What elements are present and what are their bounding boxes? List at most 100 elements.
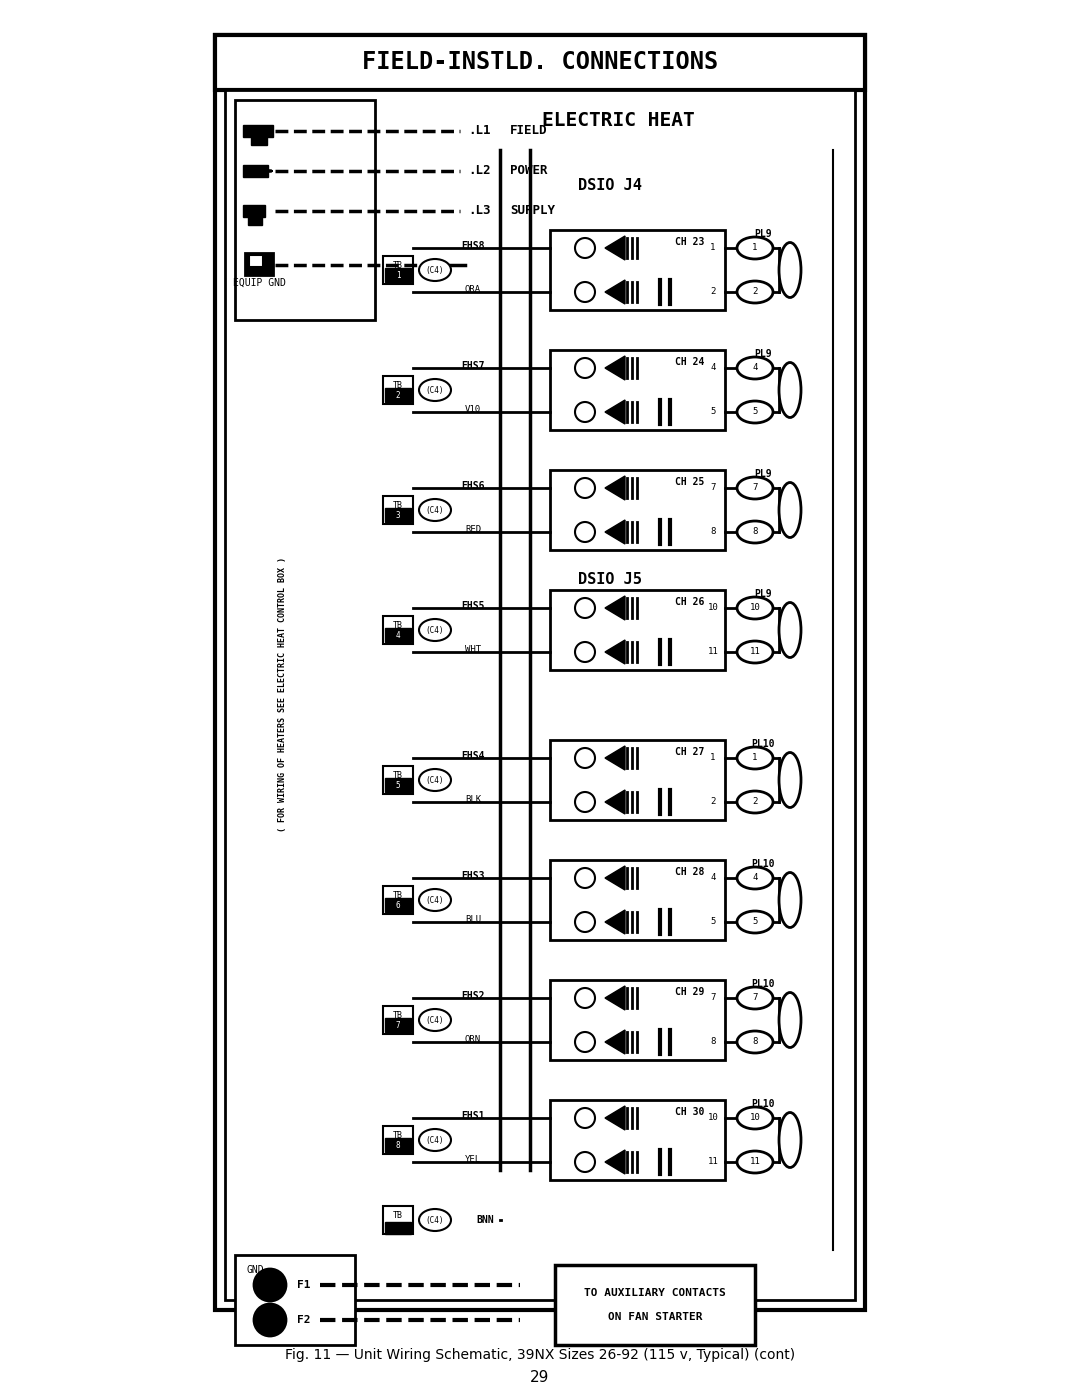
Circle shape — [575, 282, 595, 302]
Bar — [550, 1099, 725, 1180]
Text: V10: V10 — [464, 405, 481, 415]
Text: Fig. 11 — Unit Wiring Schematic, 39NX Sizes 26-92 (115 v, Typical) (cont): Fig. 11 — Unit Wiring Schematic, 39NX Si… — [285, 1348, 795, 1362]
Bar — [384, 898, 411, 912]
Circle shape — [254, 1303, 286, 1336]
Text: SUPPLY: SUPPLY — [510, 204, 555, 218]
Ellipse shape — [779, 753, 801, 807]
Ellipse shape — [737, 791, 773, 813]
Text: ORA: ORA — [464, 285, 481, 295]
Bar — [550, 861, 725, 940]
Ellipse shape — [737, 911, 773, 933]
Text: 5: 5 — [753, 918, 758, 926]
Text: PL9: PL9 — [754, 469, 772, 479]
Text: TB: TB — [393, 1210, 403, 1220]
Ellipse shape — [779, 602, 801, 658]
Text: FIELD: FIELD — [510, 124, 548, 137]
Polygon shape — [605, 597, 625, 620]
Text: .L2: .L2 — [468, 165, 490, 177]
Text: 2: 2 — [711, 798, 716, 806]
Circle shape — [575, 522, 595, 542]
Bar — [383, 256, 413, 284]
Ellipse shape — [737, 988, 773, 1009]
Text: PL9: PL9 — [754, 590, 772, 599]
Text: (C4): (C4) — [426, 386, 444, 394]
Bar — [555, 1266, 755, 1345]
Text: 4: 4 — [711, 873, 716, 883]
Ellipse shape — [779, 362, 801, 418]
Polygon shape — [605, 1106, 625, 1130]
Text: 2: 2 — [711, 288, 716, 296]
Circle shape — [575, 988, 595, 1009]
Polygon shape — [605, 400, 625, 425]
Text: BLU: BLU — [464, 915, 481, 925]
Ellipse shape — [737, 521, 773, 543]
Text: ELECTRIC HEAT: ELECTRIC HEAT — [542, 110, 694, 130]
Text: TB: TB — [393, 1010, 403, 1020]
Text: ORN: ORN — [464, 1035, 481, 1045]
Bar — [383, 376, 413, 404]
Ellipse shape — [419, 1009, 451, 1031]
Text: 7: 7 — [395, 1021, 401, 1031]
Text: 11: 11 — [707, 647, 718, 657]
Circle shape — [575, 868, 595, 888]
Text: CH 30: CH 30 — [675, 1106, 704, 1118]
Bar — [249, 256, 264, 267]
Text: BLK: BLK — [464, 795, 481, 805]
Bar — [245, 253, 273, 275]
Ellipse shape — [737, 1106, 773, 1129]
Text: .L3: .L3 — [468, 204, 490, 218]
Ellipse shape — [419, 379, 451, 401]
Text: TB: TB — [393, 1130, 403, 1140]
Bar — [243, 124, 273, 137]
Bar — [243, 165, 268, 177]
Text: (C4): (C4) — [426, 265, 444, 274]
Text: 4: 4 — [395, 631, 401, 640]
Circle shape — [575, 237, 595, 258]
Text: GND: GND — [246, 1266, 264, 1275]
Text: PL10: PL10 — [752, 739, 774, 749]
Ellipse shape — [737, 358, 773, 379]
Text: 1: 1 — [395, 271, 401, 281]
Ellipse shape — [779, 873, 801, 928]
Ellipse shape — [419, 1129, 451, 1151]
Bar — [215, 35, 865, 89]
Text: 5: 5 — [711, 408, 716, 416]
Text: RED: RED — [464, 525, 481, 535]
Ellipse shape — [779, 243, 801, 298]
Text: CH 29: CH 29 — [675, 988, 704, 997]
Text: F1: F1 — [297, 1280, 311, 1289]
Circle shape — [575, 598, 595, 617]
Text: PL9: PL9 — [754, 229, 772, 239]
Bar — [550, 981, 725, 1060]
Bar — [225, 89, 855, 1301]
Text: PL10: PL10 — [752, 979, 774, 989]
Polygon shape — [605, 1150, 625, 1173]
Text: 4: 4 — [753, 873, 758, 883]
Ellipse shape — [737, 476, 773, 499]
Text: 7: 7 — [753, 483, 758, 493]
Bar — [248, 217, 262, 225]
Text: TB: TB — [393, 890, 403, 900]
Text: EHS1: EHS1 — [461, 1111, 485, 1120]
Circle shape — [575, 792, 595, 812]
Text: CH 26: CH 26 — [675, 597, 704, 608]
Bar — [383, 886, 413, 914]
Ellipse shape — [737, 401, 773, 423]
Bar — [383, 1006, 413, 1034]
Text: 2: 2 — [753, 288, 758, 296]
Polygon shape — [605, 520, 625, 543]
Ellipse shape — [737, 868, 773, 888]
Text: 3: 3 — [395, 511, 401, 521]
Bar — [550, 469, 725, 550]
Text: CH 23: CH 23 — [675, 237, 704, 247]
Text: WHT: WHT — [464, 645, 481, 655]
Ellipse shape — [737, 641, 773, 664]
Bar — [550, 590, 725, 671]
Text: 10: 10 — [750, 1113, 760, 1123]
Bar — [550, 740, 725, 820]
Text: 2: 2 — [753, 798, 758, 806]
Ellipse shape — [419, 768, 451, 791]
Text: 10: 10 — [707, 604, 718, 612]
Text: (C4): (C4) — [426, 775, 444, 785]
Text: 5: 5 — [711, 918, 716, 926]
